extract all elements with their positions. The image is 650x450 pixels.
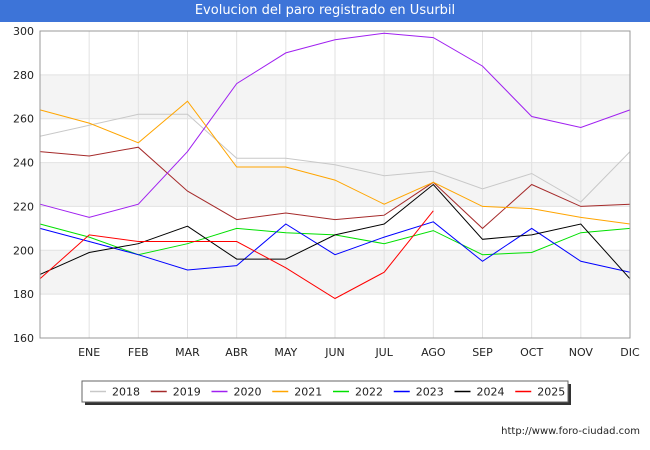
plot-frame [39,30,631,339]
legend-label-2018: 2018 [112,386,140,399]
series-line-2019 [39,146,631,230]
x-tick-label: FEB [128,346,149,359]
legend-label-2025: 2025 [537,386,565,399]
legend-label-2023: 2023 [416,386,444,399]
series-line-2020 [39,32,631,218]
legend-label-2024: 2024 [477,386,505,399]
x-tick-label: MAR [175,346,200,359]
series-line-2023 [39,221,631,273]
y-axis-ticks: 160 180 200 220 240 260 280 300 [13,25,34,345]
y-tick-label: 300 [13,25,34,38]
y-tick-label: 160 [13,332,34,345]
x-tick-label: JUN [324,346,345,359]
source-url: http://www.foro-ciudad.com [501,426,640,437]
x-tick-label: ENE [78,346,100,359]
y-tick-label: 240 [13,157,34,170]
x-tick-label: ABR [225,346,248,359]
x-tick-label: DIC [620,346,640,359]
x-tick-label: MAY [274,346,297,359]
y-tick-label: 280 [13,69,34,82]
x-axis-ticks: ENE FEB MAR ABR MAY JUN JUL AGO SEP OCT NOV DIC [78,346,640,359]
legend-label-2020: 2020 [234,386,262,399]
series-line-2021 [39,100,631,225]
x-tick-label: OCT [520,346,543,359]
chart-title: Evolucion del paro registrado en Usurbil [0,0,650,22]
legend-label-2022: 2022 [355,386,383,399]
series-line-2025 [39,210,434,300]
series-line-2018 [39,113,631,203]
series-line-2024 [39,183,631,280]
legend-label-2021: 2021 [294,386,322,399]
y-tick-label: 180 [13,288,34,301]
series-lines [39,32,631,300]
legend: 2018 2019 2020 2021 2022 2023 2024 2025 [81,380,571,405]
legend-box [81,380,569,403]
x-tick-label: JUL [374,346,393,359]
legend-label-2019: 2019 [173,386,201,399]
x-tick-label: SEP [472,346,493,359]
y-tick-label: 220 [13,200,34,213]
y-tick-label: 260 [13,113,34,126]
y-tick-label: 200 [13,244,34,257]
x-tick-label: NOV [569,346,594,359]
x-tick-label: AGO [421,346,446,359]
